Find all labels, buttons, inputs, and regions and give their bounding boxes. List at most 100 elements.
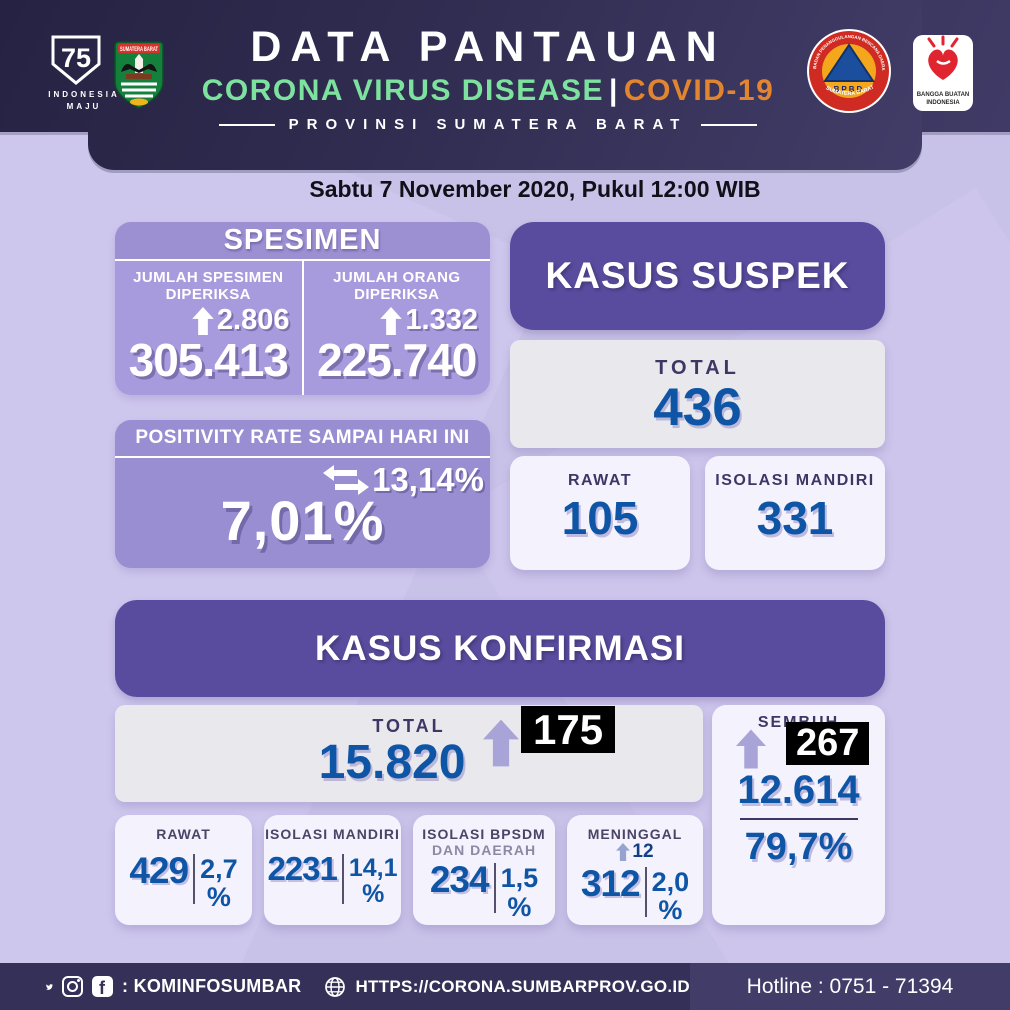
card-value: 2231	[267, 849, 337, 887]
hotline-label: Hotline : 0751 - 71394	[746, 974, 954, 998]
card-percentage: 2,0 %	[651, 866, 690, 926]
sembuh-card: SEMBUH 267 12.614 79,7%	[712, 705, 885, 925]
card-label: RAWAT	[156, 826, 211, 842]
spesimen-body: JUMLAH SPESIMEN DIPERIKSA 2.806 305.413 …	[115, 261, 490, 395]
card-percentage: 1,5 %	[501, 864, 539, 921]
konfirmasi-total-delta-badge: 175	[521, 706, 616, 753]
konfirmasi-isolasi-mandiri-card: ISOLASI MANDIRI 2231 14,1 %	[264, 815, 401, 925]
card-numbers: 234 1,5 %	[413, 861, 555, 921]
spesimen-delta-row: 2.806	[115, 303, 302, 336]
sembuh-delta-badge: 267	[786, 722, 870, 765]
left-right-arrows-icon	[323, 464, 370, 495]
suspek-title: KASUS SUSPEK	[545, 255, 850, 296]
konfirmasi-rawat-card: RAWAT 429 2,7 %	[115, 815, 252, 925]
card-label-line2: DAN DAERAH	[431, 841, 537, 858]
card-label: MENINGGAL	[587, 826, 683, 842]
card-value: 234	[429, 859, 490, 901]
card-numbers: 2231 14,1 %	[264, 849, 401, 908]
spesimen-title: SPESIMEN	[223, 224, 382, 256]
pct-number: 14,1	[348, 853, 398, 882]
positivity-panel: POSITIVITY RATE SAMPAI HARI INI 13,14% 7…	[115, 420, 490, 568]
card-delta: 12	[632, 840, 654, 862]
page-title: DATA PANTAUAN	[250, 23, 726, 71]
divider-line	[493, 863, 496, 914]
positivity-value: 7,01%	[220, 489, 385, 552]
card-numbers: 312 2,0 %	[567, 865, 703, 925]
konfirmasi-total-card: TOTAL 15.820 175	[115, 705, 703, 802]
positivity-delta: 13,14%	[372, 461, 484, 498]
hotline-bar: Hotline : 0751 - 71394	[690, 963, 1010, 1010]
header-panel	[88, 0, 922, 170]
up-arrow-icon	[616, 842, 631, 861]
card-percentage: 2,7 %	[200, 853, 238, 911]
divider-line	[218, 123, 275, 126]
svg-text:INDONESIA: INDONESIA	[926, 100, 960, 106]
spesimen-col-label: JUMLAH ORANG DIPERIKSA	[333, 269, 461, 304]
pct-number: 2,0	[651, 866, 690, 897]
divider-line	[701, 123, 758, 126]
header-titles: DATA PANTAUAN CORONA VIRUS DISEASE | COVID…	[178, 23, 798, 134]
card-percentage: 14,1 %	[349, 855, 398, 908]
suspek-total-card: TOTAL 436	[510, 340, 885, 448]
spesimen-delta: 1.332	[405, 303, 478, 336]
svg-text:BPBD: BPBD	[834, 85, 865, 94]
positivity-delta-row: 13,14%	[115, 463, 490, 496]
spesimen-value: 225.740	[317, 333, 477, 386]
divider-line	[341, 853, 344, 904]
instagram-icon[interactable]	[61, 976, 83, 997]
up-arrow-icon	[736, 729, 766, 769]
konfirmasi-total-label: TOTAL	[372, 716, 446, 736]
pct-unit: %	[362, 880, 385, 909]
up-arrow-icon	[192, 306, 214, 335]
sembuh-value: 12.614	[737, 768, 860, 812]
suspek-rawat-value: 105	[561, 492, 639, 544]
suspek-isolasi-label: ISOLASI MANDIRI	[715, 472, 875, 489]
up-arrow-icon	[483, 717, 519, 769]
card-value: 312	[580, 862, 641, 904]
konfirmasi-total-value: 15.820	[318, 736, 466, 789]
pct-unit: %	[507, 891, 532, 922]
suspek-isolasi-card: ISOLASI MANDIRI 331	[705, 456, 885, 570]
region-line: PROVINSI SUMATERA BARAT	[178, 116, 798, 133]
heart-icon	[927, 35, 959, 80]
divider-line	[644, 866, 647, 917]
svg-text:75: 75	[61, 43, 91, 73]
pct-number: 2,7	[200, 853, 238, 884]
konfirmasi-title: KASUS KONFIRMASI	[315, 628, 685, 668]
suspek-total-value: 436	[653, 378, 742, 437]
sumatera-barat-crest-icon: SUMATERA BARAT	[112, 38, 166, 110]
konfirmasi-isolasi-bpsdm-card: ISOLASI BPSDM DAN DAERAH 234 1,5 %	[413, 815, 555, 925]
social-handle: : KOMINFOSUMBAR	[121, 976, 302, 996]
card-label: ISOLASI MANDIRI	[265, 826, 400, 842]
suspek-rawat-label: RAWAT	[567, 472, 633, 489]
card-delta-row: 12	[567, 841, 703, 863]
pct-unit: %	[658, 895, 683, 926]
sembuh-percentage: 79,7%	[744, 826, 853, 868]
svg-text:BANGGA BUATAN: BANGGA BUATAN	[917, 92, 970, 98]
subtitle-covid: COVID-19	[623, 74, 775, 107]
shield-75-icon: 75	[51, 35, 101, 85]
footer-bar: : KOMINFOSUMBAR HTTPS://CORONA.SUMBARPRO…	[0, 963, 690, 1010]
twitter-icon[interactable]	[46, 977, 53, 997]
spesimen-delta: 2.806	[216, 303, 290, 336]
divider-line	[193, 853, 196, 904]
bangga-buatan-indonesia-logo: BANGGA BUATAN INDONESIA	[912, 34, 974, 112]
divider-line	[739, 818, 858, 820]
bpbd-logo-icon: BPBD BADAN PENANGGULANGAN BENCANA DAERAH…	[806, 28, 892, 114]
positivity-title: POSITIVITY RATE SAMPAI HARI INI	[115, 420, 490, 458]
spesimen-delta-row: 1.332	[304, 303, 491, 336]
suspek-header: KASUS SUSPEK	[510, 222, 885, 330]
page-subtitle: CORONA VIRUS DISEASE | COVID-19	[178, 76, 798, 106]
card-label: ISOLASI BPSDM	[422, 826, 546, 842]
spesimen-col-orang: JUMLAH ORANG DIPERIKSA 1.332 225.740	[304, 261, 491, 395]
globe-icon	[325, 976, 346, 997]
suspek-total-label: TOTAL	[655, 357, 740, 379]
svg-text:SUMATERA BARAT: SUMATERA BARAT	[120, 47, 158, 53]
spesimen-header: SPESIMEN	[115, 222, 490, 261]
facebook-icon[interactable]	[91, 976, 113, 997]
region-label: PROVINSI SUMATERA BARAT	[288, 116, 688, 133]
subtitle-divider: |	[609, 74, 619, 107]
konfirmasi-meninggal-card: MENINGGAL 12 312 2,0 %	[567, 815, 703, 925]
website-url[interactable]: HTTPS://CORONA.SUMBARPROV.GO.ID	[355, 976, 690, 996]
